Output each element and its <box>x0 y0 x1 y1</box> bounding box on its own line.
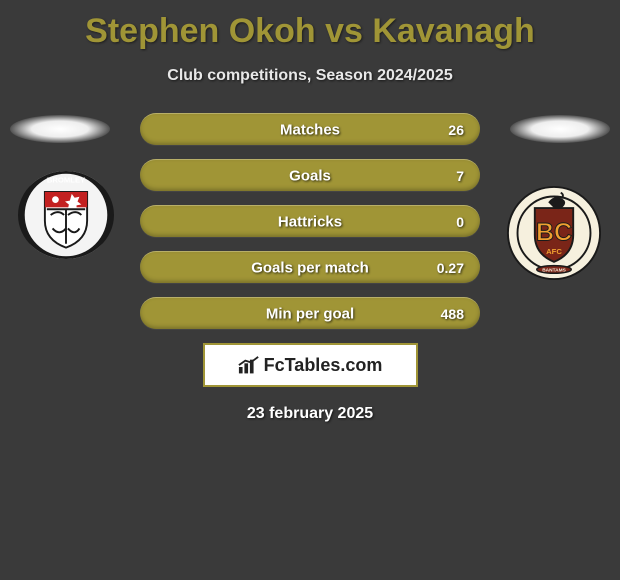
club-crest-left: BROMLEY <box>18 171 114 259</box>
comparison-panel: BROMLEY BC AFC BANTAMS Matches 26 Goals … <box>0 113 620 423</box>
page-title: Stephen Okoh vs Kavanagh <box>0 0 620 51</box>
date-label: 23 february 2025 <box>10 405 610 423</box>
brand-badge: FcTables.com <box>203 343 418 387</box>
brand-label: FcTables.com <box>264 355 383 376</box>
stat-row-goals-per-match: Goals per match 0.27 <box>140 251 480 283</box>
stat-value: 26 <box>448 122 464 138</box>
halo-right <box>510 115 610 143</box>
bromley-fc-icon: BROMLEY <box>18 171 114 259</box>
svg-text:AFC: AFC <box>546 247 562 256</box>
svg-text:BROMLEY: BROMLEY <box>47 175 85 184</box>
chart-icon <box>238 356 260 374</box>
stat-row-matches: Matches 26 <box>140 113 480 145</box>
stat-label: Hattricks <box>278 213 342 230</box>
stat-value: 7 <box>456 168 464 184</box>
stat-value: 0 <box>456 214 464 230</box>
stat-label: Goals per match <box>251 259 369 276</box>
stat-value: 488 <box>441 306 464 322</box>
stat-label: Min per goal <box>266 305 354 322</box>
stat-bars: Matches 26 Goals 7 Hattricks 0 Goals per… <box>140 113 480 329</box>
stat-value: 0.27 <box>437 260 464 276</box>
stat-label: Goals <box>289 167 331 184</box>
halo-left <box>10 115 110 143</box>
stat-label: Matches <box>280 121 340 138</box>
club-crest-right: BC AFC BANTAMS <box>506 185 602 281</box>
bradford-city-icon: BC AFC BANTAMS <box>506 185 602 281</box>
stat-row-min-per-goal: Min per goal 488 <box>140 297 480 329</box>
stat-row-goals: Goals 7 <box>140 159 480 191</box>
stat-row-hattricks: Hattricks 0 <box>140 205 480 237</box>
svg-text:BC: BC <box>536 219 572 247</box>
svg-text:BANTAMS: BANTAMS <box>542 267 566 273</box>
subtitle: Club competitions, Season 2024/2025 <box>0 67 620 85</box>
